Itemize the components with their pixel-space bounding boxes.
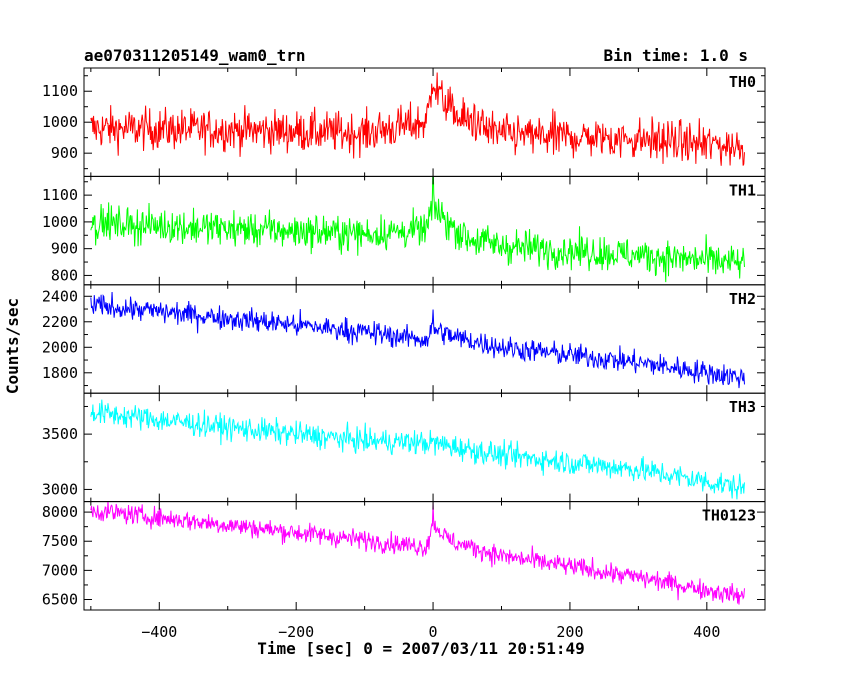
chart-title: ae070311205149_wam0_trn [84, 46, 306, 65]
x-axis-label: Time [sec] 0 = 2007/03/11 20:51:49 [257, 639, 585, 658]
series-line-th0 [90, 72, 745, 166]
panel-label-th2: TH2 [729, 290, 756, 308]
y-tick-label-th1: 1000 [42, 213, 78, 231]
panel-th1: 800 900 1000 1100 TH1 [42, 175, 766, 286]
y-tick-label-th2: 2200 [42, 313, 78, 331]
bin-time-label: Bin time: 1.0 s [604, 46, 749, 65]
series-line-th0123 [90, 501, 745, 605]
y-tick-label-th0123: 6500 [42, 591, 78, 609]
y-tick-label-th0123: 7000 [42, 561, 78, 579]
series-line-th1 [90, 176, 745, 283]
series-line-th3 [90, 399, 745, 500]
y-tick-label-th2: 1800 [42, 364, 78, 382]
panel-th3: 3000 3500 TH3 [42, 392, 766, 503]
panel-label-th0: TH0 [729, 73, 756, 91]
y-tick-label-th0123: 7500 [42, 532, 78, 550]
panel-th0: 900 1000 1100 TH0 [42, 67, 766, 177]
panels-group: 900 1000 1100 TH0 800 900 1000 1100 TH1 1800 2000 2… [42, 67, 766, 611]
x-tick-label: −200 [278, 623, 314, 641]
x-tick-label: 200 [556, 623, 583, 641]
x-tick-label: 400 [693, 623, 720, 641]
panel-th2: 1800 2000 2200 2400 TH2 [42, 284, 766, 394]
x-tick-label: −400 [141, 623, 177, 641]
panel-label-th3: TH3 [729, 398, 756, 416]
y-tick-label-th1: 1100 [42, 186, 78, 204]
panel-th0123: 6500 7000 7500 8000 TH0123 [42, 501, 766, 611]
y-tick-label-th1: 900 [51, 240, 78, 258]
y-tick-label-th3: 3500 [42, 425, 78, 443]
y-tick-label-th3: 3000 [42, 480, 78, 498]
panel-label-th0123: TH0123 [702, 507, 756, 525]
series-line-th2 [90, 292, 745, 389]
x-axis-ticks: −400 −200 0 200 400 [141, 623, 720, 641]
y-tick-label-th2: 2400 [42, 287, 78, 305]
y-axis-label: Counts/sec [3, 298, 22, 394]
x-tick-label: 0 [429, 623, 438, 641]
panel-label-th1: TH1 [729, 181, 756, 199]
y-tick-label-th1: 800 [51, 266, 78, 284]
y-tick-label-th0123: 8000 [42, 503, 78, 521]
y-tick-label-th2: 2000 [42, 338, 78, 356]
y-tick-label-th0: 900 [51, 144, 78, 162]
y-tick-label-th0: 1100 [42, 82, 78, 100]
y-tick-label-th0: 1000 [42, 113, 78, 131]
